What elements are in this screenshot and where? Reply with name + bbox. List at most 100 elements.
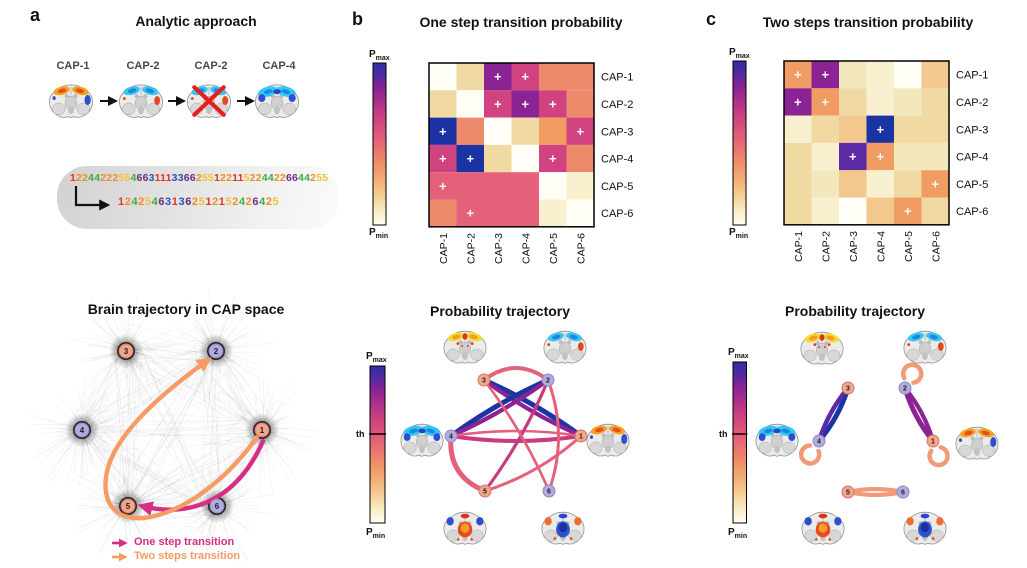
sequence-digit: 1 xyxy=(171,196,179,208)
brain-image-cap3 xyxy=(443,330,487,364)
heatmap-row-label: CAP-1 xyxy=(956,70,988,82)
heatmap-col-label: CAP-2 xyxy=(465,233,477,264)
cap-node-6 xyxy=(209,498,225,514)
heatmap-cell xyxy=(456,117,484,145)
heatmap-cell xyxy=(456,199,484,227)
sequence-digit: 3 xyxy=(171,172,178,184)
significance-plus: + xyxy=(821,94,829,109)
cap-node-2 xyxy=(541,373,555,387)
pmax-p: P xyxy=(728,347,735,358)
heatmap-col-label: CAP-1 xyxy=(793,231,805,262)
two-steps-transition-arrow xyxy=(103,357,260,521)
heatmap-col-label: CAP-4 xyxy=(520,233,532,264)
colorbar-pmax-label: Pmax xyxy=(728,347,749,360)
heatmap-cell xyxy=(429,90,457,118)
heatmap-cell xyxy=(921,61,949,89)
sequence-digit: 2 xyxy=(232,196,239,208)
pmax-p: P xyxy=(729,47,736,58)
sequence-digit: 4 xyxy=(130,172,137,184)
sequence-digit: 6 xyxy=(252,196,260,208)
sequence-digit: 4 xyxy=(267,172,274,184)
heatmap-cell xyxy=(539,117,567,145)
heatmap-cell xyxy=(429,117,457,145)
pmax-sub: max xyxy=(372,357,387,364)
heatmap-cell xyxy=(811,61,839,89)
brain-image-cap2x xyxy=(187,84,231,119)
significance-plus: + xyxy=(876,149,884,164)
transition-edge-4-1 xyxy=(449,429,583,438)
heatmap-cell xyxy=(839,61,867,89)
sequence-digit: 6 xyxy=(136,172,143,184)
brain-image-cap2 xyxy=(543,330,587,364)
heatmap-cell xyxy=(784,170,812,198)
heatmap-col-label: CAP-6 xyxy=(575,233,587,264)
cap-node-label: 5 xyxy=(846,490,850,497)
sequence-digit: 5 xyxy=(118,172,125,184)
sequence-digit: 2 xyxy=(195,172,202,184)
cap-node-label: 2 xyxy=(903,386,907,393)
heatmap-cell xyxy=(566,63,594,91)
heatmap-row-label: CAP-6 xyxy=(956,206,988,218)
heatmap-col-label: CAP-3 xyxy=(493,233,505,264)
heatmap-row-label: CAP-3 xyxy=(601,126,633,138)
sequence-digit: 3 xyxy=(148,172,155,184)
sequence-digit: 2 xyxy=(112,172,119,184)
cap-node-label: 3 xyxy=(482,378,486,385)
heatmap-cell xyxy=(839,170,867,198)
heatmap-col-label: CAP-4 xyxy=(875,231,887,262)
sequence-digit: 2 xyxy=(212,196,219,208)
transition-edge-1-2 xyxy=(902,385,936,444)
heatmap-col-label: CAP-6 xyxy=(930,231,942,262)
pmax-p: P xyxy=(369,49,376,60)
heatmap-cell xyxy=(811,142,839,171)
sequence-digit: 1 xyxy=(213,172,221,184)
colorbar-pmax-label: Pmax xyxy=(366,351,387,364)
panel-b-trajectory-title: Probability trajectory xyxy=(429,303,571,319)
significance-plus: + xyxy=(521,96,529,111)
transition-edge-2-4 xyxy=(448,377,551,439)
cap-sequence-full: 1224422255466311133662551221152244226644… xyxy=(70,172,328,184)
sequence-digit: 2 xyxy=(279,172,286,184)
sequence-digit: 4 xyxy=(261,172,268,184)
heatmap-cell xyxy=(456,90,484,118)
significance-plus: + xyxy=(931,176,939,191)
heatmap-col-label: CAP-2 xyxy=(820,231,832,262)
heatmap-row-label: CAP-2 xyxy=(601,99,633,111)
sequence-digit: 5 xyxy=(225,196,233,208)
heatmap-cell xyxy=(784,197,812,225)
sequence-digit: 1 xyxy=(165,172,172,184)
heatmap-row-label: CAP-2 xyxy=(956,97,988,109)
cap-sequence-compressed: 124254631362512152426425 xyxy=(118,196,279,208)
sequence-digit: 5 xyxy=(243,172,250,184)
sequence-digit: 2 xyxy=(273,172,280,184)
pmin-p: P xyxy=(369,227,376,238)
colorbar xyxy=(372,62,387,226)
sequence-digit: 5 xyxy=(124,172,131,184)
heatmap-cell xyxy=(866,61,894,89)
panel-c-letter: c xyxy=(706,9,717,29)
transition-edge-6-2 xyxy=(546,378,560,493)
heatmap-cell xyxy=(866,115,894,143)
cap-node-label: 5 xyxy=(483,489,487,496)
significance-plus: + xyxy=(876,122,884,137)
panel-b-title: One step transition probability xyxy=(419,14,623,30)
heatmap-cell xyxy=(456,144,484,173)
sequence-digit: 6 xyxy=(158,196,166,208)
significance-plus: + xyxy=(494,96,502,111)
cap-node-6 xyxy=(896,485,910,499)
significance-plus: + xyxy=(576,124,584,139)
cap-node-4 xyxy=(812,434,826,448)
colorbar-pmax-label: Pmax xyxy=(729,47,750,60)
sequence-digit: 2 xyxy=(82,172,89,184)
sequence-digit: 2 xyxy=(265,196,273,208)
sequence-digit: 2 xyxy=(249,172,256,184)
heatmap-cell xyxy=(456,172,484,200)
heatmap-col-label: CAP-1 xyxy=(438,233,450,264)
significance-plus: + xyxy=(904,204,912,219)
sequence-digit: 1 xyxy=(70,172,77,184)
pmin-sub: min xyxy=(735,233,749,240)
heatmap-row-label: CAP-6 xyxy=(601,208,633,220)
heatmap-cell xyxy=(866,170,894,198)
cap-node-4 xyxy=(74,422,90,438)
